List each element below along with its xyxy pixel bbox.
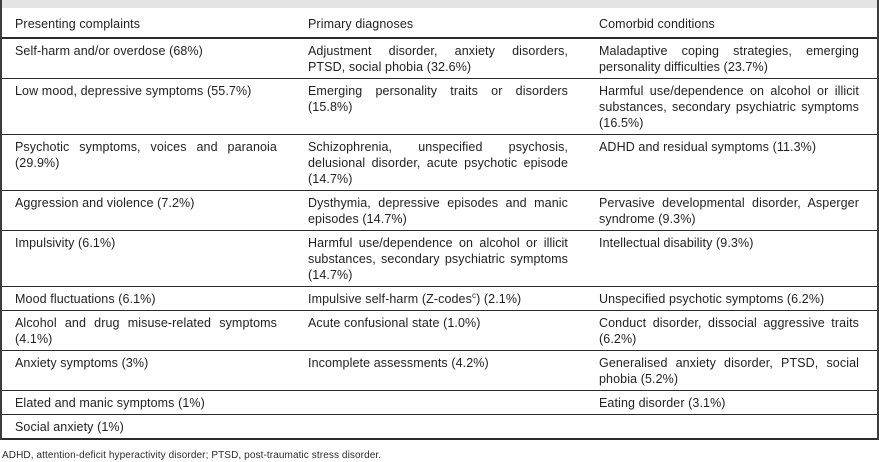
- table-row: Anxiety symptoms (3%) Incomplete assessm…: [2, 350, 877, 391]
- complaint-cell: Mood fluctuations (6.1%): [2, 286, 295, 311]
- table-row: Psychotic symptoms, voices and paranoia …: [2, 134, 877, 191]
- comorbid-cell: Conduct disorder, dissocial aggressive t…: [586, 310, 877, 351]
- table-row: Self-harm and/or overdose (68%) Adjustme…: [2, 38, 877, 79]
- diagnosis-cell: Schizophrenia, unspecified psychosis, de…: [295, 134, 586, 191]
- complaint-cell: Psychotic symptoms, voices and paranoia …: [2, 134, 295, 191]
- diagnosis-cell: Harmful use/dependence on alcohol or ill…: [295, 230, 586, 287]
- footnote-marker-c: c: [471, 290, 477, 300]
- comorbid-cell: Eating disorder (3.1%): [586, 390, 877, 415]
- comorbid-cell: [586, 414, 877, 440]
- column-header-comorbid-conditions: Comorbid conditions: [586, 10, 877, 39]
- complaint-cell: Self-harm and/or overdose (68%): [2, 38, 295, 79]
- table-footnote-abbreviations: ADHD, attention-deficit hyperactivity di…: [2, 450, 382, 461]
- table-row: Elated and manic symptoms (1%) Eating di…: [2, 390, 877, 415]
- table-row: Aggression and violence (7.2%) Dysthymia…: [2, 190, 877, 231]
- comorbid-cell: Harmful use/dependence on alcohol or ill…: [586, 78, 877, 135]
- diagnosis-text: ) (2.1%): [476, 292, 522, 306]
- complaints-diagnoses-table: Presenting complaints Primary diagnoses …: [2, 10, 877, 440]
- diagnosis-text: Impulsive self-harm (Z-codes: [308, 292, 472, 306]
- complaint-cell: Impulsivity (6.1%): [2, 230, 295, 287]
- complaint-cell: Anxiety symptoms (3%): [2, 350, 295, 391]
- comorbid-cell: ADHD and residual symptoms (11.3%): [586, 134, 877, 191]
- diagnosis-cell: Adjustment disorder, anxiety disorders, …: [295, 38, 586, 79]
- diagnosis-cell: [295, 390, 586, 415]
- table-row: Alcohol and drug misuse-related symptoms…: [2, 310, 877, 351]
- comorbid-cell: Intellectual disability (9.3%): [586, 230, 877, 287]
- table-row: Social anxiety (1%): [2, 414, 877, 440]
- column-header-primary-diagnoses: Primary diagnoses: [295, 10, 586, 39]
- cropped-table-title-bar: [2, 0, 877, 10]
- complaint-cell: Low mood, depressive symptoms (55.7%): [2, 78, 295, 135]
- diagnosis-cell: [295, 414, 586, 440]
- comorbid-cell: Unspecified psychotic symptoms (6.2%): [586, 286, 877, 311]
- header-row: Presenting complaints Primary diagnoses …: [2, 10, 877, 39]
- diagnosis-cell: Impulsive self-harm (Z-codesc) (2.1%): [295, 286, 586, 311]
- diagnosis-cell: Acute confusional state (1.0%): [295, 310, 586, 351]
- comorbid-cell: Maladaptive coping strategies, emerging …: [586, 38, 877, 79]
- complaint-cell: Aggression and violence (7.2%): [2, 190, 295, 231]
- complaint-cell: Alcohol and drug misuse-related symptoms…: [2, 310, 295, 351]
- column-header-presenting-complaints: Presenting complaints: [2, 10, 295, 39]
- complaint-cell: Elated and manic symptoms (1%): [2, 390, 295, 415]
- diagnosis-cell: Incomplete assessments (4.2%): [295, 350, 586, 391]
- diagnosis-cell: Emerging personality traits or disorders…: [295, 78, 586, 135]
- complaint-cell: Social anxiety (1%): [2, 414, 295, 440]
- table-row: Impulsivity (6.1%) Harmful use/dependenc…: [2, 230, 877, 287]
- comorbid-cell: Pervasive developmental disorder, Asperg…: [586, 190, 877, 231]
- diagnosis-cell: Dysthymia, depressive episodes and manic…: [295, 190, 586, 231]
- table-row: Mood fluctuations (6.1%) Impulsive self-…: [2, 286, 877, 311]
- comorbid-cell: Generalised anxiety disorder, PTSD, soci…: [586, 350, 877, 391]
- table-row: Low mood, depressive symptoms (55.7%) Em…: [2, 78, 877, 135]
- clinical-table-frame: Presenting complaints Primary diagnoses …: [0, 0, 879, 440]
